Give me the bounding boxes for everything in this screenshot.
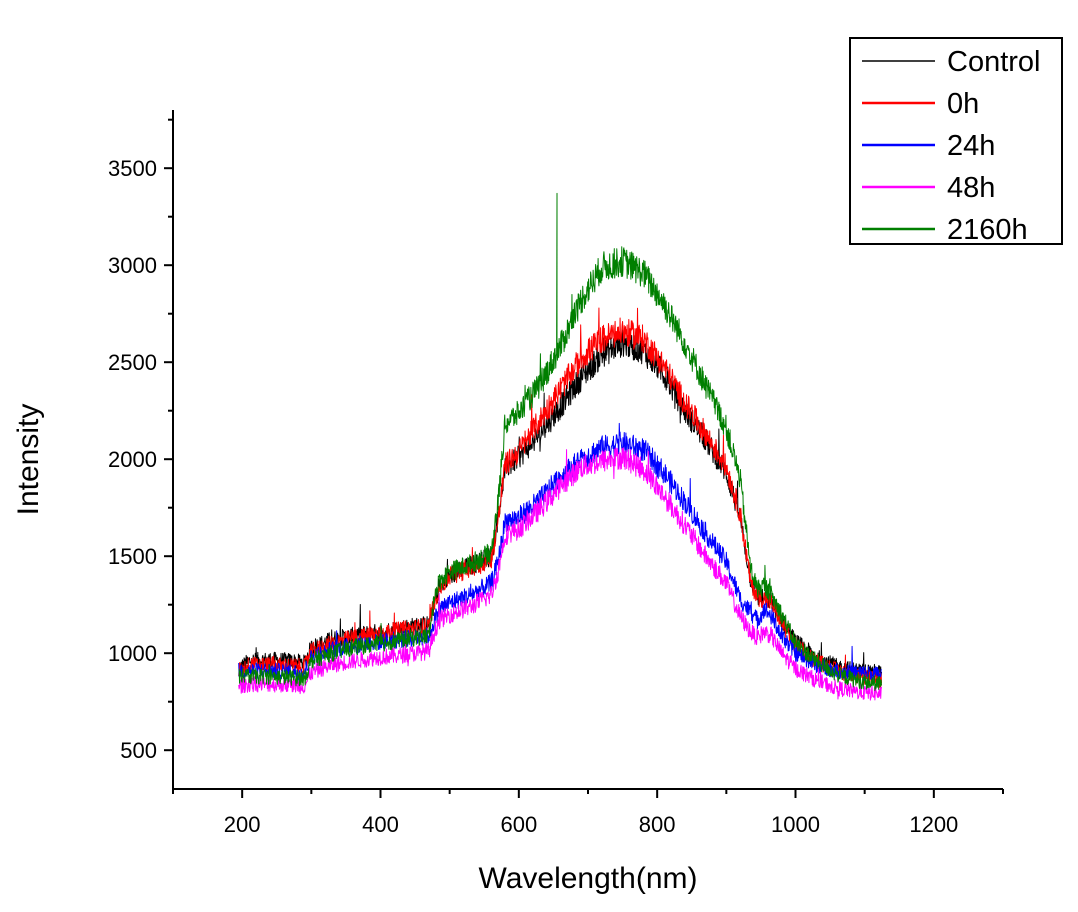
y-tick-label: 1000 [108, 641, 157, 666]
legend-label: 48h [947, 172, 995, 204]
x-tick-label: 400 [362, 812, 399, 837]
y-tick-label: 1500 [108, 544, 157, 569]
x-tick-label: 600 [500, 812, 537, 837]
legend-label: 2160h [947, 214, 1028, 246]
x-tick-label: 1000 [771, 812, 820, 837]
x-tick-label: 800 [639, 812, 676, 837]
x-axis-label: Wavelength(nm) [479, 862, 698, 895]
y-tick-label: 3000 [108, 253, 157, 278]
series-line-2160h [238, 192, 883, 691]
series-layer [238, 192, 883, 701]
legend-label: Control [947, 46, 1041, 78]
legend-box [849, 37, 1063, 245]
series-line-24h [238, 422, 882, 682]
x-tick-label: 1200 [909, 812, 958, 837]
y-ticks: 500 1000 1500 2000 2500 3000 3500 [108, 118, 173, 763]
legend: Control 0h 24h 48h 2160h [849, 37, 1063, 246]
series-line-48h [238, 447, 883, 701]
x-ticks: 200 400 600 800 1000 1200 [172, 789, 1004, 837]
legend-label: 24h [947, 130, 995, 162]
legend-label: 0h [947, 88, 979, 120]
y-tick-label: 3500 [108, 156, 157, 181]
x-tick-label: 200 [224, 812, 261, 837]
y-tick-label: 2000 [108, 447, 157, 472]
y-tick-label: 500 [120, 738, 157, 763]
series-line-0h [238, 307, 883, 689]
y-axis-label: Intensity [12, 404, 45, 516]
y-tick-label: 2500 [108, 350, 157, 375]
